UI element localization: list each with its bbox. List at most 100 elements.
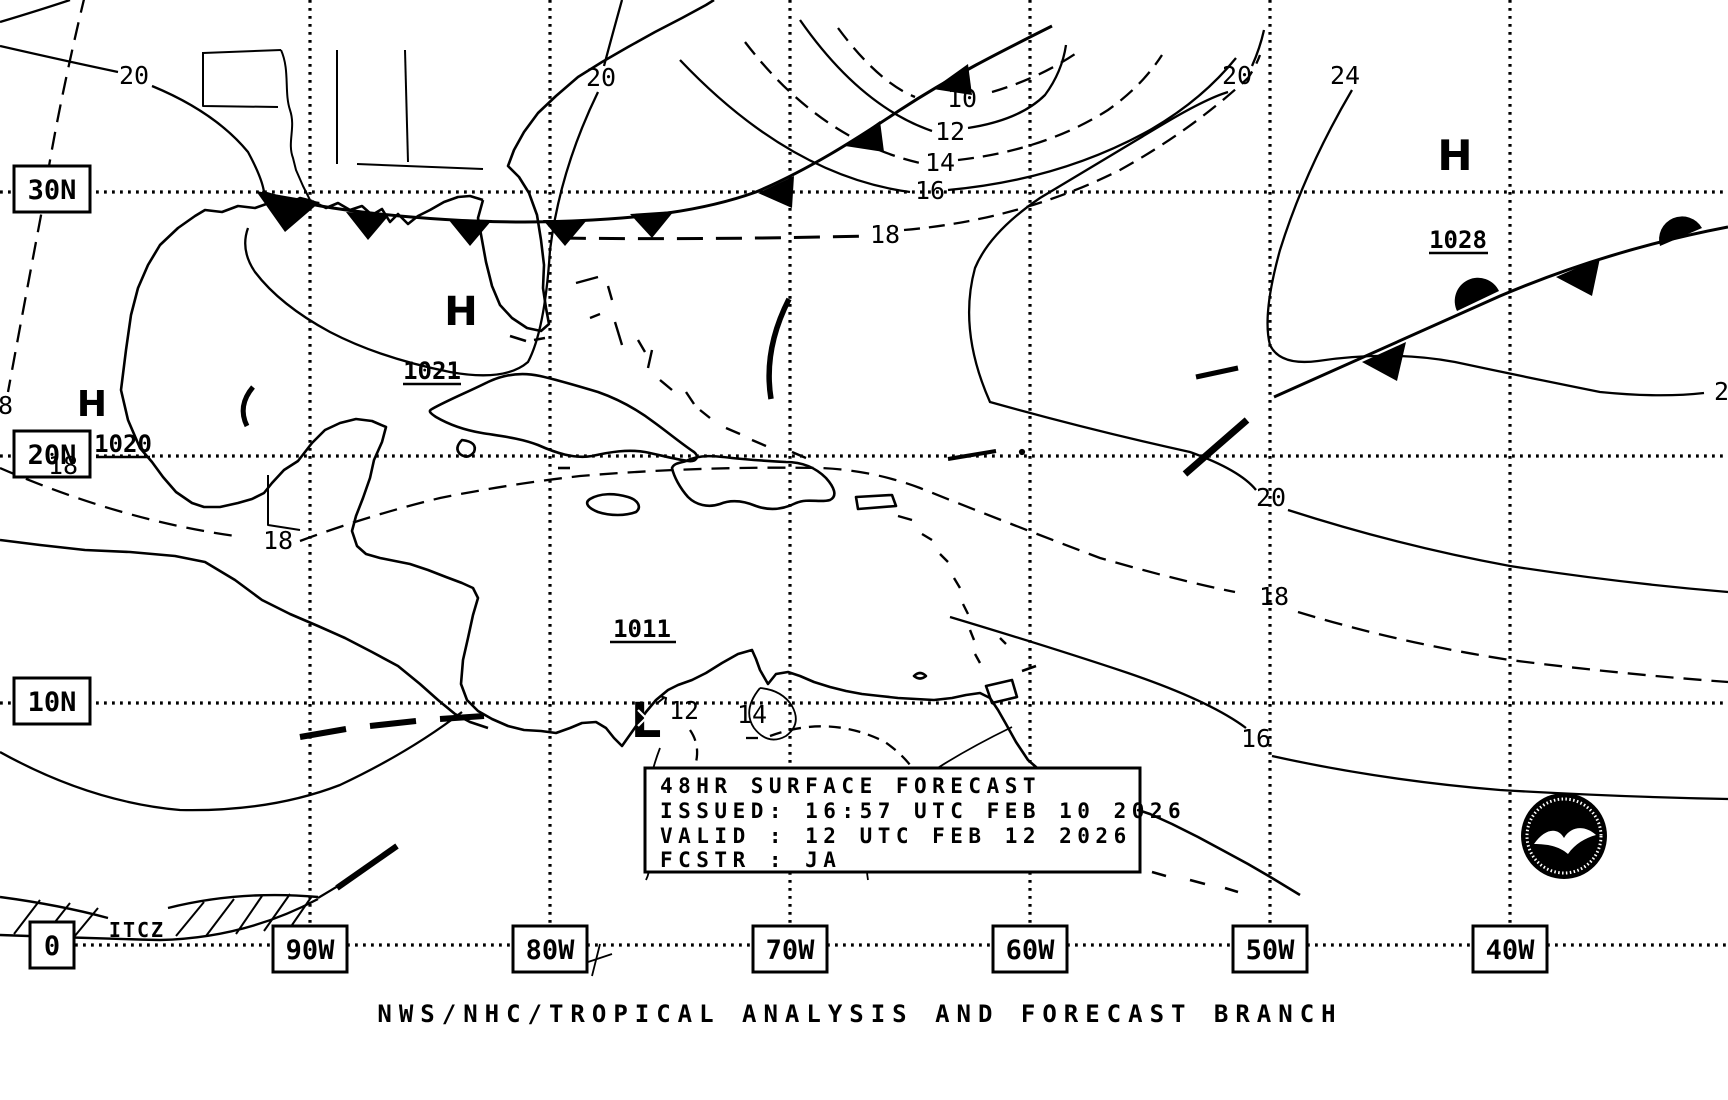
isobar-18-gulf [0,466,236,538]
border-mexico-guatemala [267,475,301,531]
itcz-upper-a [0,895,109,920]
itcz-upper-b [167,893,319,910]
forecast-title: 48HR SURFACE FORECAST [660,774,1041,798]
high-value: 1021 [403,357,461,385]
latitude-labels: 30N 20N 10N 0 18 [12,164,92,970]
high-value: 1020 [94,430,152,458]
cold-front-line [261,24,1053,224]
coast-gulf-caribbean [119,196,1301,897]
isobar-label: 18 [870,220,900,249]
branch-title: NWS/NHC/TROPICAL ANALYSIS AND FORECAST B… [377,1000,1342,1028]
itcz-taper [317,885,339,899]
border-al-ga [404,49,409,163]
high-symbol: H [444,289,477,335]
coast-trinidad [984,678,1019,705]
isobar-label: 24 [1330,61,1360,90]
front-triangle [1362,342,1406,381]
isobar-label: 14 [925,148,955,177]
state-borders [202,49,484,531]
coast-isla-juventud [456,438,477,458]
border-tx-la [202,52,279,108]
coast-us-gulf [311,194,484,226]
coast-cuba [428,372,699,463]
border-fl-ga [356,163,484,170]
isobar-16-a [679,59,911,194]
isobar-14-low [769,725,916,773]
isobar-20-topleft [0,44,119,74]
itcz-label: ITCZ [109,918,165,942]
isobar-18-b [903,54,1262,232]
front-triangle [1556,258,1600,296]
isobar-labels: 20 20 10 12 14 16 18 20 24 18 18 18 12 1… [0,61,1728,753]
isobar-label: 20 [1222,61,1252,90]
small-islands [509,334,1239,894]
isobar-18-caribbean [299,466,1236,594]
low-symbol: L [631,693,662,749]
lon-label-text: 80W [526,935,576,966]
isobar-label: 20 [119,61,149,90]
isobar-12-a [799,19,933,133]
coast-hispaniola [670,454,836,511]
isobar-label: 10 [947,84,977,113]
isobar-18-a [559,234,869,241]
stationary-front-symbols [1362,216,1702,381]
itcz-band [0,843,399,942]
itcz-thick-segment [335,843,399,891]
lat-label-text: 10N [28,687,77,718]
isobar-18-atlantic [1297,610,1728,684]
lon-label-50w: 50W [1231,924,1309,974]
coast-jamaica [585,492,641,517]
isobar-label: 12 [669,696,699,725]
troughs [240,297,792,740]
lon-label-80w: 80W [511,924,589,974]
isobar-20-high-loop [244,91,600,377]
trough-70w [766,297,792,400]
low-position-x-icon [637,709,655,727]
isobar-16-b [947,57,1237,192]
lat-label-30n: 30N [12,164,92,214]
isobar-label: 18 [263,526,293,555]
low-motion-arrow-icon [655,695,668,705]
longitude-labels: 90W 80W 70W 60W 50W 40W [271,924,1549,974]
isobar-12-b [967,44,1068,130]
isobar-label-overlap: 18 [48,451,78,480]
isobar-16-sw [0,711,463,812]
cold-front-triangles [256,64,972,246]
isobar-label: 14 [737,700,767,729]
isobars [0,0,1728,812]
isobar-label: 18 [1259,582,1289,611]
noaa-logo-ring-text [1525,797,1603,875]
isobar-20-topleft-b [151,84,266,193]
coast-pacific [0,538,489,730]
lon-label-60w: 60W [991,924,1069,974]
lat-label-text: 20N [28,440,77,471]
itcz-hatches [13,893,313,938]
lon-label-text: 90W [286,935,336,966]
coast-puerto-rico [854,493,898,511]
isobar-20-midright-a [967,90,1257,491]
front-semicircle [1454,277,1499,311]
trough-west-cuba [240,385,255,428]
coast-margarita [912,671,928,680]
isobar-14-b [957,54,1163,162]
isobar-10-b [991,51,1079,94]
lon-label-text: 70W [766,935,816,966]
border-mississippi-river [280,49,311,201]
isobar-18-leftedge [6,0,85,393]
forecast-info-box: 48HR SURFACE FORECAST ISSUED: 16:57 UTC … [643,766,1181,874]
lat-label-20n: 20N [12,429,92,479]
noaa-logo-text: NOAA [1548,814,1580,825]
bahamas-islands [575,275,807,460]
isobar-label-clipped: 2 [1714,377,1728,406]
trough-dashes-sw [299,713,485,740]
isobar-12-low [689,729,699,767]
high-value: 1028 [1429,226,1487,254]
isobar-10-a [837,27,916,99]
isobar-label: 12 [935,117,965,146]
lon-label-70w: 70W [751,924,829,974]
forecast-valid: VALID : 12 UTC FEB 12 2026 [660,824,1132,848]
lat-label-text: 30N [28,175,77,206]
pressure-centers: H 1020 H 1021 H 1028 1011 L [77,131,1488,749]
isobar-20-midright-b [1287,508,1728,594]
